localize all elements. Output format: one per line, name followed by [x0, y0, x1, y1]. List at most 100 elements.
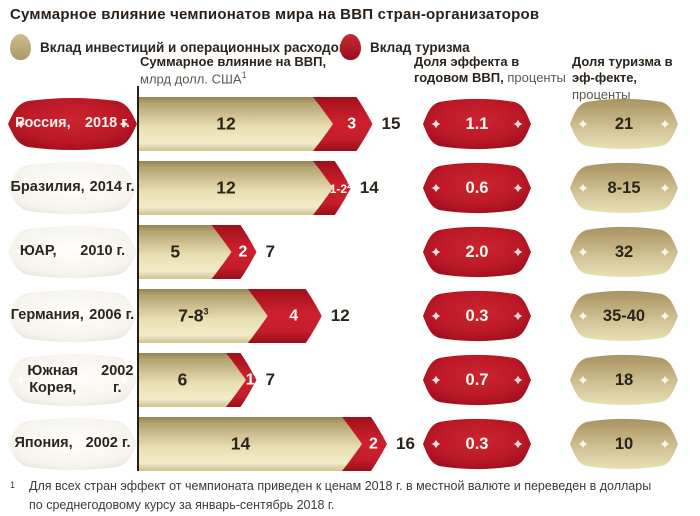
country-year: 2018 г.: [84, 115, 130, 132]
total-value-label: 7: [265, 242, 275, 261]
country-name: ЮАР,: [19, 243, 57, 260]
investment-value-label: 14: [230, 433, 251, 454]
tourism-share-value: 18: [614, 370, 634, 389]
gdp-share-badge: 0.7: [423, 354, 531, 406]
plaque-shape-icon: [423, 98, 531, 150]
plaque-shape-icon: [8, 97, 137, 151]
table-row: Россия, 2018 г. 12 3 15 1.1 21: [0, 97, 700, 151]
investment-value-label: 7-83: [178, 305, 209, 326]
gdp-share-value: 0.3: [465, 434, 489, 453]
country-label: Япония, 2002 г.: [8, 417, 137, 471]
table-row: Бразилия, 2014 г. 12 1-22 14 0.6 8-15: [0, 161, 700, 215]
legend-item-tourism: Вклад туризма: [340, 34, 470, 60]
gdp-share-badge: 0.3: [423, 290, 531, 342]
country-label: Россия, 2018 г.: [8, 97, 137, 151]
gdp-share-value: 1.1: [465, 114, 489, 133]
tourism-share-value: 35-40: [602, 306, 646, 325]
tourism-value-label: 1: [245, 371, 255, 389]
investment-value-label: 12: [216, 113, 236, 134]
gdp-share-value: 0.3: [465, 306, 489, 325]
country-label: Бразилия, 2014 г.: [8, 161, 137, 215]
stacked-bar: [139, 97, 373, 151]
footnote: 1 Для всех стран эффект от чемпионата пр…: [8, 477, 668, 515]
gdp-share-badge: 0.6: [423, 162, 531, 214]
plaque-shape-icon: [8, 289, 137, 343]
tourism-value-label: 3: [347, 115, 357, 133]
investments-dot-icon: [10, 34, 31, 60]
chart-rows: Россия, 2018 г. 12 3 15 1.1 21 Бразилия,…: [0, 97, 700, 481]
plaque-shape-icon: [423, 290, 531, 342]
column-header-bold: Суммарное влияние на ВВП,: [140, 54, 327, 69]
country-badge: Россия, 2018 г.: [8, 97, 137, 151]
plaque-shape-icon: [570, 98, 678, 150]
plaque-shape-icon: [8, 225, 137, 279]
country-badge: Япония, 2002 г.: [8, 417, 137, 471]
plaque-shape-icon: [570, 354, 678, 406]
footnote-marker: 1: [241, 70, 247, 81]
tourism-share-value: 21: [614, 114, 634, 133]
country-badge: Бразилия, 2014 г.: [8, 161, 137, 215]
stacked-bar: [139, 289, 322, 343]
country-name: Россия,: [15, 115, 71, 132]
table-row: Германия, 2006 г. 7-83 4 12 0.3 35-40: [0, 289, 700, 343]
country-badge: Германия, 2006 г.: [8, 289, 137, 343]
table-row: Южная Корея, 2002 г. 6 1 7 0.7 18: [0, 353, 700, 407]
gdp-share-badge: 2.0: [423, 226, 531, 278]
country-name: Южная Корея,: [27, 362, 79, 396]
column-header-light: проценты: [507, 70, 566, 86]
tourism-share-value: 32: [614, 242, 634, 261]
plaque-shape-icon: [423, 162, 531, 214]
country-name: Германия,: [10, 307, 84, 324]
footnote-text: Для всех стран эффект от чемпионата прив…: [29, 479, 652, 512]
column-header-gdp-share: Доля эффекта в годовом ВВП, проценты: [414, 54, 566, 87]
plaque-shape-icon: [570, 162, 678, 214]
column-header-bold: Доля эффекта в годовом ВВП,: [414, 54, 520, 86]
tourism-value-label: 4: [289, 307, 299, 325]
tourism-share-badge: 10: [570, 418, 678, 470]
country-name: Бразилия,: [10, 179, 85, 196]
country-label: ЮАР, 2010 г.: [8, 225, 137, 279]
total-value-label: 15: [381, 114, 401, 133]
tourism-share-badge: 18: [570, 354, 678, 406]
tourism-value-label: 1-22: [329, 180, 353, 196]
table-row: ЮАР, 2010 г. 5 2 7 2.0 32: [0, 225, 700, 279]
country-name: Япония,: [14, 435, 73, 452]
total-value-label: 16: [396, 434, 415, 453]
plaque-shape-icon: [8, 353, 137, 407]
footnote-marker: 1: [10, 480, 16, 490]
country-badge: Южная Корея, 2002 г.: [8, 353, 137, 407]
bar-area: 7-83 4 12: [139, 289, 439, 343]
bar-area: 5 2 7: [139, 225, 439, 279]
tourism-share-badge: 8-15: [570, 162, 678, 214]
tourism-share-value: 8-15: [607, 178, 641, 197]
tourism-value-label: 2: [369, 435, 378, 453]
country-year: 2014 г.: [89, 179, 135, 196]
investment-value-label: 12: [216, 177, 236, 198]
country-year: 2002 г.: [101, 362, 134, 396]
bar-area: 14 2 16: [139, 417, 439, 471]
axis-line: [137, 86, 139, 471]
tourism-value-label: 2: [238, 243, 248, 261]
total-value-label: 12: [330, 306, 350, 325]
tourism-share-badge: 32: [570, 226, 678, 278]
column-header-light: проценты: [572, 86, 631, 102]
tourism-share-badge: 35-40: [570, 290, 678, 342]
gdp-share-badge: 0.3: [423, 418, 531, 470]
column-header-bar: Суммарное влияние на ВВП, млрд долл. США…: [140, 54, 340, 88]
tourism-share-value: 10: [614, 434, 634, 453]
column-header-light: млрд долл. США1: [140, 70, 247, 87]
investment-value-label: 5: [170, 241, 181, 262]
plaque-shape-icon: [423, 354, 531, 406]
plaque-shape-icon: [8, 417, 137, 471]
bar-area: 12 1-22 14: [139, 161, 439, 215]
legend-item-investments: Вклад инвестиций и операционных расходов: [10, 34, 347, 60]
country-label: Южная Корея, 2002 г.: [8, 353, 137, 407]
stacked-bar: [139, 161, 351, 215]
page-title: Суммарное влияние чемпионатов мира на ВВ…: [10, 6, 540, 23]
plaque-shape-icon: [423, 418, 531, 470]
bar-area: 12 3 15: [139, 97, 439, 151]
plaque-shape-icon: [570, 290, 678, 342]
legend-label: Вклад туризма: [370, 39, 470, 55]
plaque-shape-icon: [8, 161, 137, 215]
